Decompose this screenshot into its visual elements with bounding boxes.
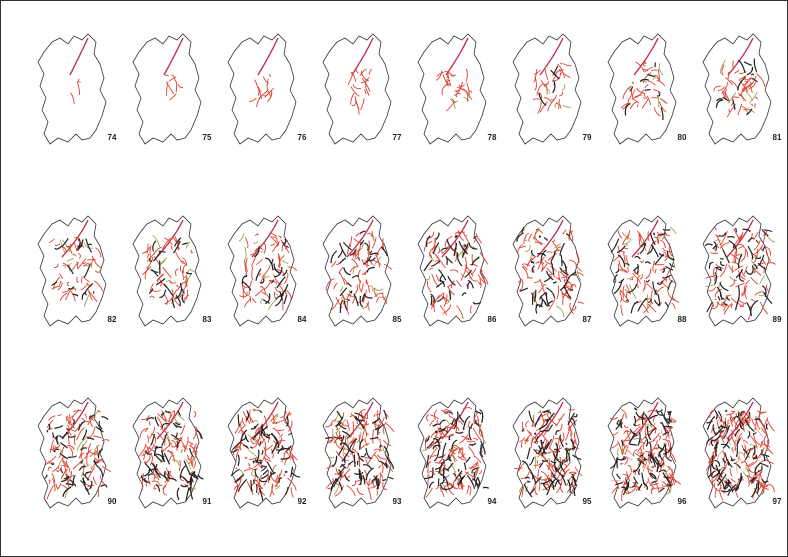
year-label: 86 [488, 315, 497, 324]
network-line [251, 447, 253, 448]
year-label: 83 [203, 315, 212, 324]
year-label: 93 [393, 497, 402, 506]
year-label: 76 [298, 133, 307, 142]
year-label: 92 [298, 497, 307, 506]
network-line [67, 429, 69, 430]
network-line [88, 472, 91, 473]
year-label: 80 [678, 133, 687, 142]
year-label: 82 [108, 315, 117, 324]
network-line [351, 433, 352, 436]
network-line [764, 266, 765, 273]
year-label: 94 [488, 497, 497, 506]
year-label: 77 [393, 133, 402, 142]
year-label: 78 [488, 133, 497, 142]
year-label: 75 [203, 133, 212, 142]
network-line [285, 472, 287, 473]
year-label: 95 [583, 497, 592, 506]
year-label: 97 [773, 497, 782, 506]
year-label: 90 [108, 497, 117, 506]
year-label: 84 [298, 315, 307, 324]
network-line [348, 300, 350, 301]
figure: 74 75 76 77 78 79 80 81 82 83 84 85 86 87 88 89 90 91 92 93… [0, 0, 788, 557]
network-line [439, 479, 440, 487]
network-line [625, 248, 628, 249]
year-label: 81 [773, 133, 782, 142]
network-line [354, 454, 355, 467]
year-label: 85 [393, 315, 402, 324]
year-label: 87 [583, 315, 592, 324]
year-label: 89 [773, 315, 782, 324]
network-line [361, 456, 364, 457]
year-label: 88 [678, 315, 687, 324]
year-label: 96 [678, 497, 687, 506]
year-label: 91 [203, 497, 212, 506]
year-label: 79 [583, 133, 592, 142]
network-line [150, 421, 151, 425]
network-line [537, 460, 538, 463]
year-label: 74 [108, 133, 117, 142]
